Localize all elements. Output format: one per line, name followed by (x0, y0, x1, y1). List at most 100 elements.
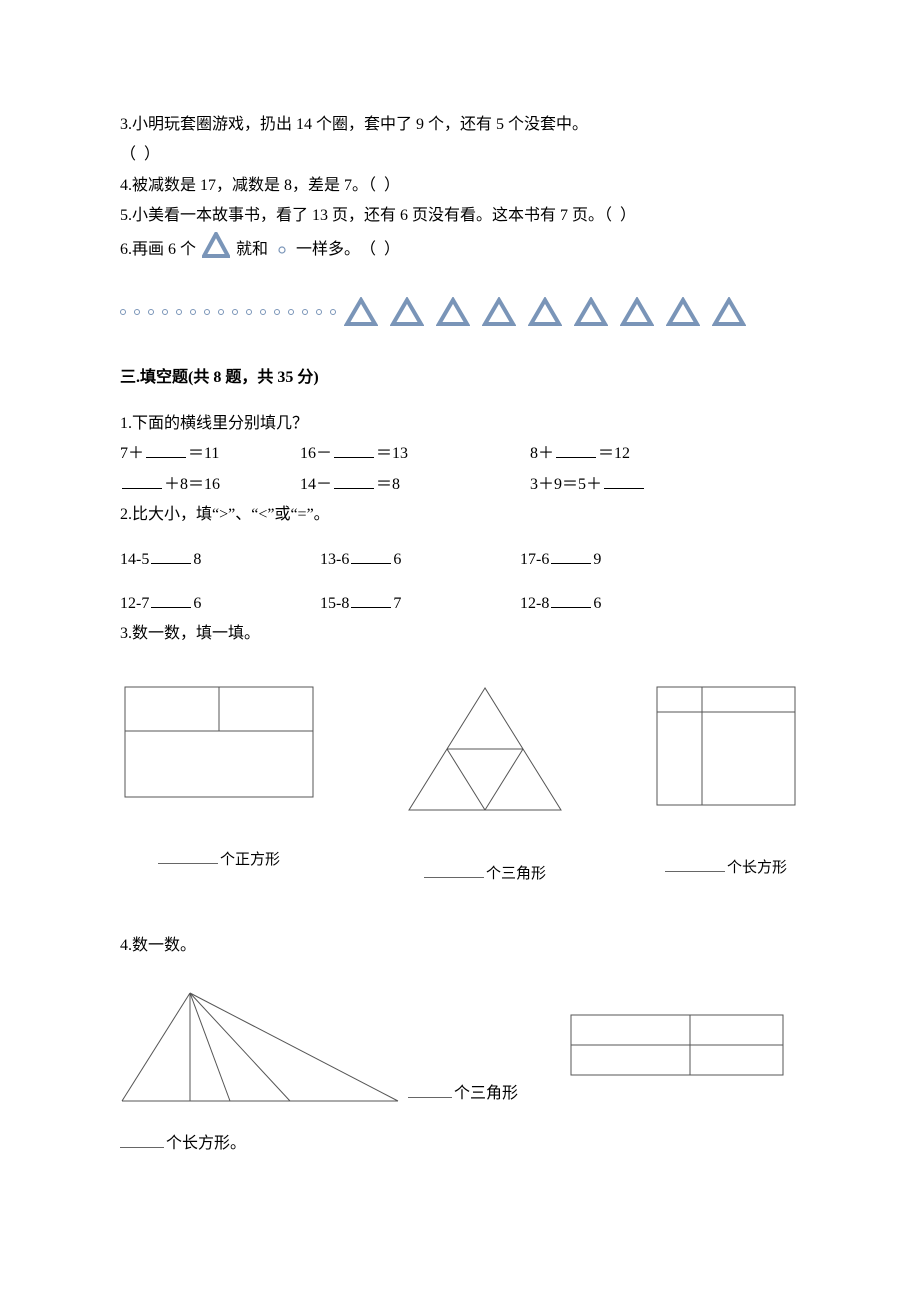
cmp-left: 14-5 (120, 551, 149, 568)
s3q1r2b-pre: 14－ (300, 476, 332, 493)
tf-q3-line1: 3.小明玩套圈游戏，扔出 14 个圈，套中了 9 个，还有 5 个没套中。 (120, 110, 800, 140)
s3q2-row2: 12-76 15-87 12-86 (120, 589, 800, 619)
tf-q4-paren[interactable]: （ ） (368, 177, 402, 194)
label-text: 个正方形 (220, 852, 280, 868)
s3q2r1c: 17-6 9 (520, 545, 720, 575)
outline-triangle-icon (574, 297, 608, 327)
cmp-right: 6 (193, 595, 201, 612)
s3q2-prompt: 2.比大小，填“>”、“<”或“=”。 (120, 500, 800, 530)
small-circle-icon (274, 309, 280, 315)
s3q3-shape1: 个正方形 (124, 686, 314, 869)
s3q3-label1: 个正方形 (158, 848, 280, 869)
s3q2r2c: 12-8 6 (520, 589, 720, 619)
cmp-left: 12-8 (520, 595, 549, 612)
cmp-right: 6 (393, 551, 401, 568)
blank-input[interactable] (551, 548, 591, 564)
s3q2r2a: 12-7 6 (120, 589, 320, 619)
tf-q6-number: 6. (120, 235, 132, 265)
blank-input[interactable] (122, 473, 162, 489)
blank-input[interactable] (120, 1132, 164, 1148)
blank-input[interactable] (551, 592, 591, 608)
small-circle-icon (330, 309, 336, 315)
s3q1r2b-post: ＝8 (376, 476, 400, 493)
tf-q5-text: 小美看一本故事书，看了 13 页，还有 6 页没有看。这本书有 7 页。 (132, 207, 604, 224)
s3q1r1b-post: ＝13 (376, 445, 408, 462)
blank-input[interactable] (604, 473, 644, 489)
small-circle-icon (302, 309, 308, 315)
tf-q6-paren[interactable]: （ ） (360, 235, 402, 265)
blank-input[interactable] (424, 863, 484, 878)
blank-input[interactable] (351, 548, 391, 564)
s3q1-row2: ＋8＝16 14－ ＝8 3＋9＝5＋ (120, 470, 800, 500)
s3q2r1b: 13-6 6 (320, 545, 520, 575)
s3q1r2a-post: ＋8＝16 (164, 476, 220, 493)
tf-q3-number: 3. (120, 116, 132, 133)
s3q3-shape2: 个三角形 (405, 686, 565, 883)
s3q4-rect-label-line: 个长方形。 (120, 1129, 800, 1159)
cmp-right: 9 (593, 551, 601, 568)
cmp-left: 13-6 (320, 551, 349, 568)
blank-input[interactable] (351, 592, 391, 608)
s3q2-row1: 14-5 8 13-6 6 17-6 9 (120, 545, 800, 575)
s3q4-tri-label: 个三角形 (408, 1079, 518, 1103)
s3q1r1a-pre: 7＋ (120, 445, 144, 462)
shape-rects-icon (656, 686, 796, 806)
s3q1r1c-pre: 8＋ (530, 445, 554, 462)
section3-title: 三.填空题(共 8 题，共 35 分) (120, 363, 800, 387)
blank-input[interactable] (556, 442, 596, 458)
outline-triangle-icon (620, 297, 654, 327)
tf-q3-line2: （ ） (120, 140, 800, 170)
s3q1r2a: ＋8＝16 (120, 470, 300, 500)
outline-triangle-icon (390, 297, 424, 327)
tf-q3-paren[interactable]: （ ） (120, 146, 162, 163)
blank-input[interactable] (408, 1082, 452, 1098)
small-circle-icon (316, 309, 322, 315)
blank-input[interactable] (665, 857, 725, 872)
cmp-right: 7 (393, 595, 401, 612)
label-text: 个长方形。 (166, 1135, 246, 1152)
s3q4-prompt: 4.数一数。 (120, 931, 800, 961)
outline-triangle-icon (344, 297, 378, 327)
tf-q6: 6. 再画 6 个 就和 一样多。 （ ） (120, 232, 800, 269)
s3q4-row: 个三角形 (120, 991, 800, 1103)
tf-q5: 5.小美看一本故事书，看了 13 页，还有 6 页没有看。这本书有 7 页。（ … (120, 201, 800, 231)
shape-triangles-icon (405, 686, 565, 812)
s3q1r1a-post: ＝11 (188, 445, 219, 462)
s3q1r1c-post: ＝12 (598, 445, 630, 462)
blank-input[interactable] (146, 442, 186, 458)
tf-q6-post: 一样多。 (296, 235, 360, 265)
tf-q6-pre: 再画 6 个 (132, 235, 196, 265)
small-circle-icon (232, 309, 238, 315)
small-circle-icon (134, 309, 140, 315)
fan-triangle-icon (120, 991, 400, 1103)
blank-input[interactable] (151, 548, 191, 564)
blank-input[interactable] (158, 849, 218, 864)
label-text: 个三角形 (454, 1085, 518, 1102)
outline-triangle-icon (436, 297, 470, 327)
blank-input[interactable] (334, 473, 374, 489)
cmp-left: 17-6 (520, 551, 549, 568)
s3q2r1a: 14-5 8 (120, 545, 320, 575)
blank-input[interactable] (334, 442, 374, 458)
small-circle-icon (260, 309, 266, 315)
circle-icon (278, 235, 286, 265)
cmp-right: 8 (193, 551, 201, 568)
shape-squares-icon (124, 686, 314, 798)
cmp-right: 6 (593, 595, 601, 612)
tf-q4-text: 被减数是 17，减数是 8，差是 7。 (132, 177, 368, 194)
s3q1r1c: 8＋ ＝12 (530, 439, 760, 469)
tf-q5-paren[interactable]: （ ） (604, 207, 638, 224)
small-circle-icon (148, 309, 154, 315)
label-text: 个长方形 (727, 860, 787, 876)
cmp-left: 12-7 (120, 595, 149, 612)
s3q1r2c-pre: 3＋9＝5＋ (530, 476, 602, 493)
s3q1-prompt: 1.下面的横线里分别填几？ (120, 409, 800, 439)
outline-triangle-icon (666, 297, 700, 327)
blank-input[interactable] (151, 592, 191, 608)
small-circle-icon (190, 309, 196, 315)
s3q1r1b: 16－＝13 (300, 439, 530, 469)
outline-triangle-icon (712, 297, 746, 327)
small-circle-icon (288, 309, 294, 315)
outline-triangle-icon (528, 297, 562, 327)
s3q3-shape3: 个长方形 (656, 686, 796, 877)
